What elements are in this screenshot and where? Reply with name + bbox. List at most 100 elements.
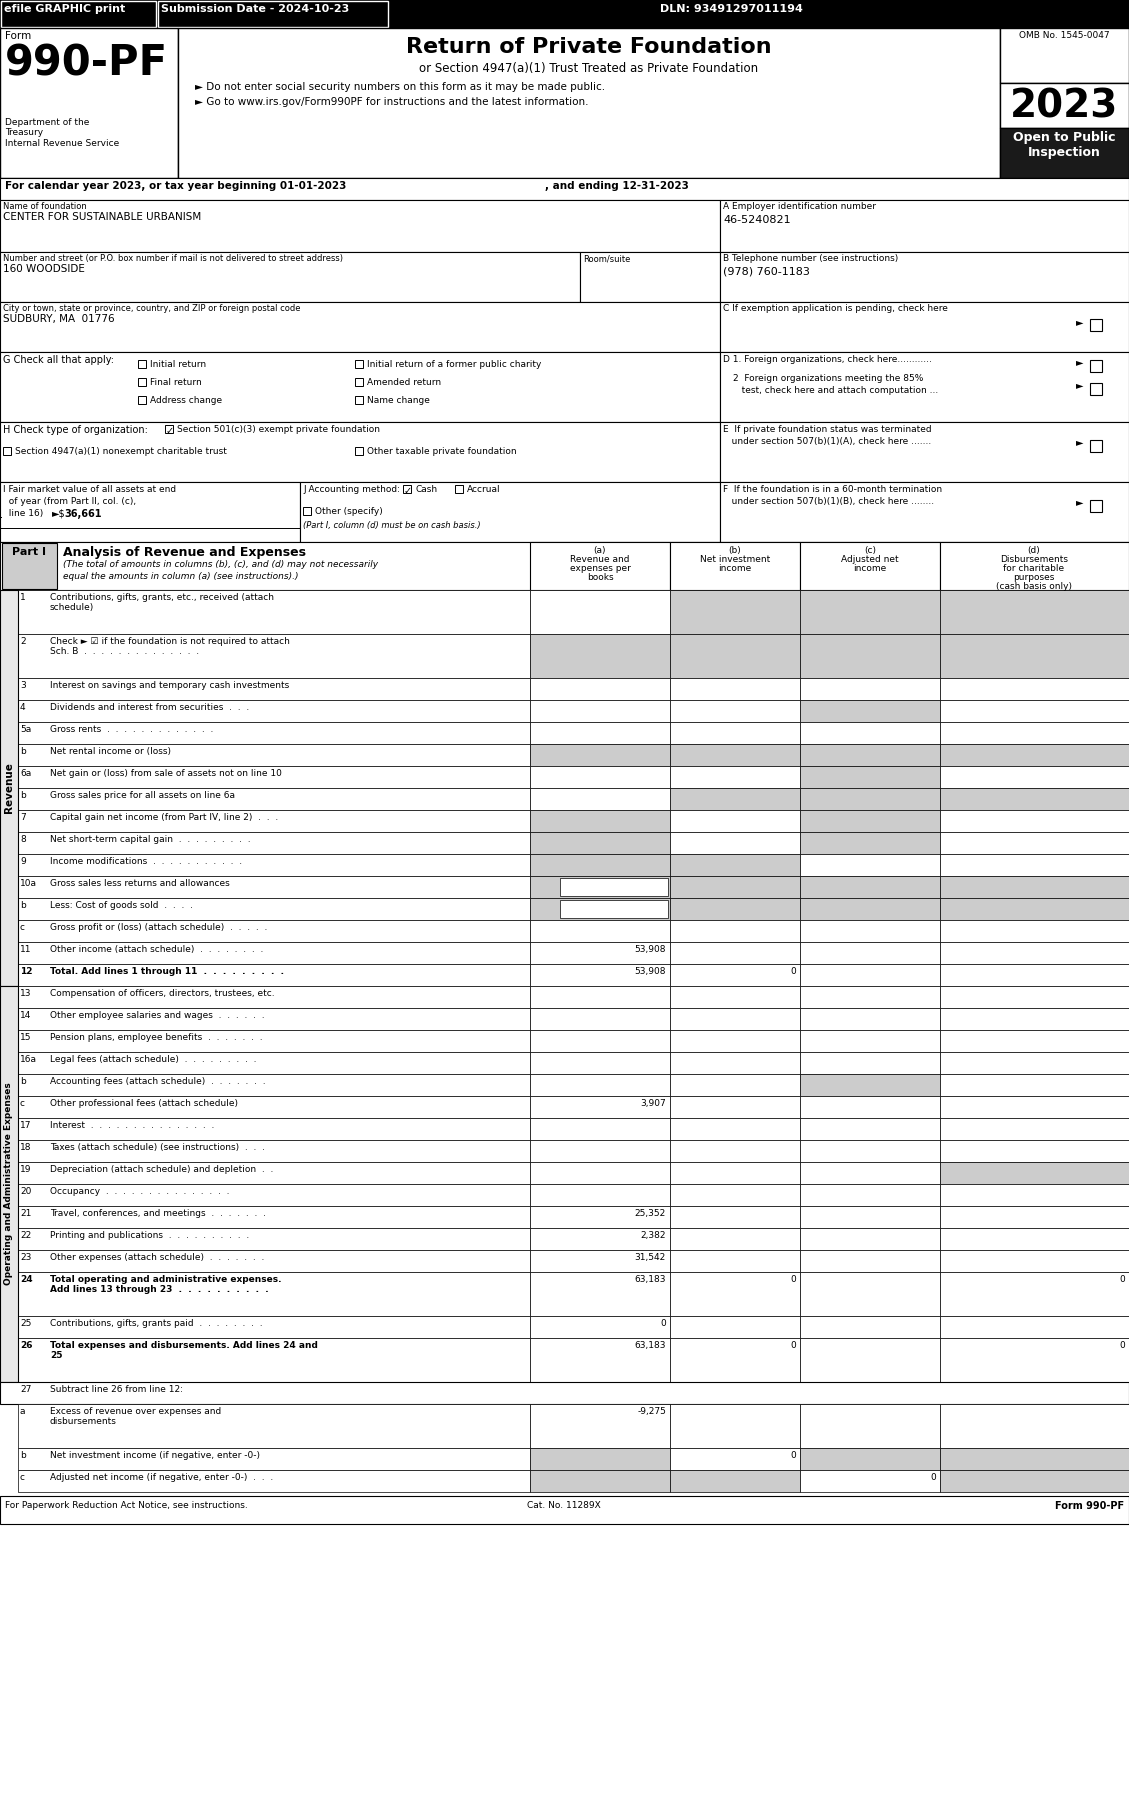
- Bar: [800, 897, 940, 921]
- Text: For Paperwork Reduction Act Notice, see instructions.: For Paperwork Reduction Act Notice, see …: [5, 1501, 247, 1510]
- Bar: [669, 541, 800, 590]
- Bar: [0, 482, 300, 541]
- Text: c: c: [20, 1099, 25, 1108]
- Text: ► Do not enter social security numbers on this form as it may be made public.: ► Do not enter social security numbers o…: [195, 83, 605, 92]
- Bar: [0, 1496, 1129, 1525]
- Bar: [18, 1030, 530, 1052]
- Bar: [530, 897, 669, 921]
- Bar: [18, 876, 530, 897]
- Text: 9: 9: [20, 858, 26, 867]
- Bar: [940, 832, 1129, 854]
- Bar: [800, 1228, 940, 1250]
- Text: (c): (c): [864, 547, 876, 556]
- Text: Contributions, gifts, grants, etc., received (attach: Contributions, gifts, grants, etc., rece…: [50, 593, 274, 602]
- Text: Gross rents  .  .  .  .  .  .  .  .  .  .  .  .  .: Gross rents . . . . . . . . . . . . .: [50, 725, 213, 734]
- Bar: [530, 788, 669, 811]
- Bar: [800, 964, 940, 985]
- Bar: [940, 1250, 1129, 1271]
- Text: (b): (b): [728, 547, 742, 556]
- Text: income: income: [718, 565, 752, 574]
- Bar: [800, 1162, 940, 1185]
- Bar: [669, 590, 800, 635]
- Bar: [355, 360, 364, 369]
- Bar: [940, 1404, 1129, 1447]
- Bar: [0, 200, 720, 252]
- Bar: [530, 1228, 669, 1250]
- Bar: [18, 1140, 530, 1162]
- Bar: [355, 378, 364, 387]
- Bar: [178, 29, 1000, 178]
- Bar: [800, 1338, 940, 1383]
- Text: expenses per: expenses per: [569, 565, 630, 574]
- Bar: [800, 1250, 940, 1271]
- Text: a: a: [20, 1408, 26, 1417]
- Text: Revenue: Revenue: [5, 762, 14, 813]
- Bar: [530, 1009, 669, 1030]
- Text: E  If private foundation status was terminated: E If private foundation status was termi…: [723, 424, 931, 433]
- Bar: [530, 985, 669, 1009]
- Text: A Employer identification number: A Employer identification number: [723, 201, 876, 210]
- Bar: [18, 1228, 530, 1250]
- Text: Pension plans, employee benefits  .  .  .  .  .  .  .: Pension plans, employee benefits . . . .…: [50, 1034, 263, 1043]
- Text: Net short-term capital gain  .  .  .  .  .  .  .  .  .: Net short-term capital gain . . . . . . …: [50, 834, 251, 843]
- Bar: [940, 1140, 1129, 1162]
- Text: ►: ►: [1076, 358, 1084, 367]
- Text: Accounting fees (attach schedule)  .  .  .  .  .  .  .: Accounting fees (attach schedule) . . . …: [50, 1077, 265, 1086]
- Bar: [940, 1052, 1129, 1073]
- Bar: [530, 1073, 669, 1097]
- Bar: [0, 590, 18, 985]
- Text: 25,352: 25,352: [634, 1208, 666, 1217]
- Text: 21: 21: [20, 1208, 32, 1217]
- Bar: [940, 635, 1129, 678]
- Text: Occupancy  .  .  .  .  .  .  .  .  .  .  .  .  .  .  .: Occupancy . . . . . . . . . . . . . . .: [50, 1187, 229, 1196]
- Text: 26: 26: [20, 1341, 33, 1350]
- Bar: [669, 942, 800, 964]
- Bar: [18, 1009, 530, 1030]
- Bar: [800, 1073, 940, 1097]
- Text: Part I: Part I: [12, 547, 46, 557]
- Text: , and ending 12-31-2023: , and ending 12-31-2023: [545, 182, 689, 191]
- Bar: [940, 1073, 1129, 1097]
- Bar: [669, 766, 800, 788]
- Text: 0: 0: [660, 1320, 666, 1329]
- Text: Capital gain net income (from Part IV, line 2)  .  .  .: Capital gain net income (from Part IV, l…: [50, 813, 278, 822]
- Text: b: b: [20, 1451, 26, 1460]
- Bar: [0, 0, 1129, 29]
- Bar: [669, 1338, 800, 1383]
- Text: 53,908: 53,908: [634, 967, 666, 976]
- Bar: [669, 1097, 800, 1118]
- Bar: [18, 590, 530, 635]
- Bar: [530, 1140, 669, 1162]
- Bar: [18, 699, 530, 723]
- Bar: [303, 507, 310, 514]
- Text: test, check here and attach computation ...: test, check here and attach computation …: [733, 387, 938, 396]
- Bar: [940, 921, 1129, 942]
- Text: Analysis of Revenue and Expenses: Analysis of Revenue and Expenses: [63, 547, 306, 559]
- Bar: [669, 1271, 800, 1316]
- Bar: [530, 1404, 669, 1447]
- Bar: [355, 448, 364, 455]
- Bar: [940, 897, 1129, 921]
- Text: -9,275: -9,275: [637, 1408, 666, 1417]
- Bar: [940, 678, 1129, 699]
- Bar: [720, 482, 1129, 541]
- Bar: [18, 678, 530, 699]
- Bar: [669, 811, 800, 832]
- Bar: [669, 1162, 800, 1185]
- Bar: [800, 723, 940, 744]
- Text: Open to Public
Inspection: Open to Public Inspection: [1013, 131, 1115, 158]
- Bar: [138, 360, 146, 369]
- Bar: [530, 811, 669, 832]
- Bar: [18, 723, 530, 744]
- Text: 2023: 2023: [1009, 86, 1118, 126]
- Text: under section 507(b)(1)(B), check here ........: under section 507(b)(1)(B), check here .…: [723, 496, 934, 505]
- Text: Cat. No. 11289X: Cat. No. 11289X: [527, 1501, 601, 1510]
- Text: Depreciation (attach schedule) and depletion  .  .: Depreciation (attach schedule) and deple…: [50, 1165, 273, 1174]
- Text: disbursements: disbursements: [50, 1417, 117, 1426]
- Bar: [3, 448, 11, 455]
- Bar: [18, 1185, 530, 1206]
- Bar: [940, 1097, 1129, 1118]
- Bar: [800, 766, 940, 788]
- Text: c: c: [20, 922, 25, 931]
- Text: 4: 4: [20, 703, 26, 712]
